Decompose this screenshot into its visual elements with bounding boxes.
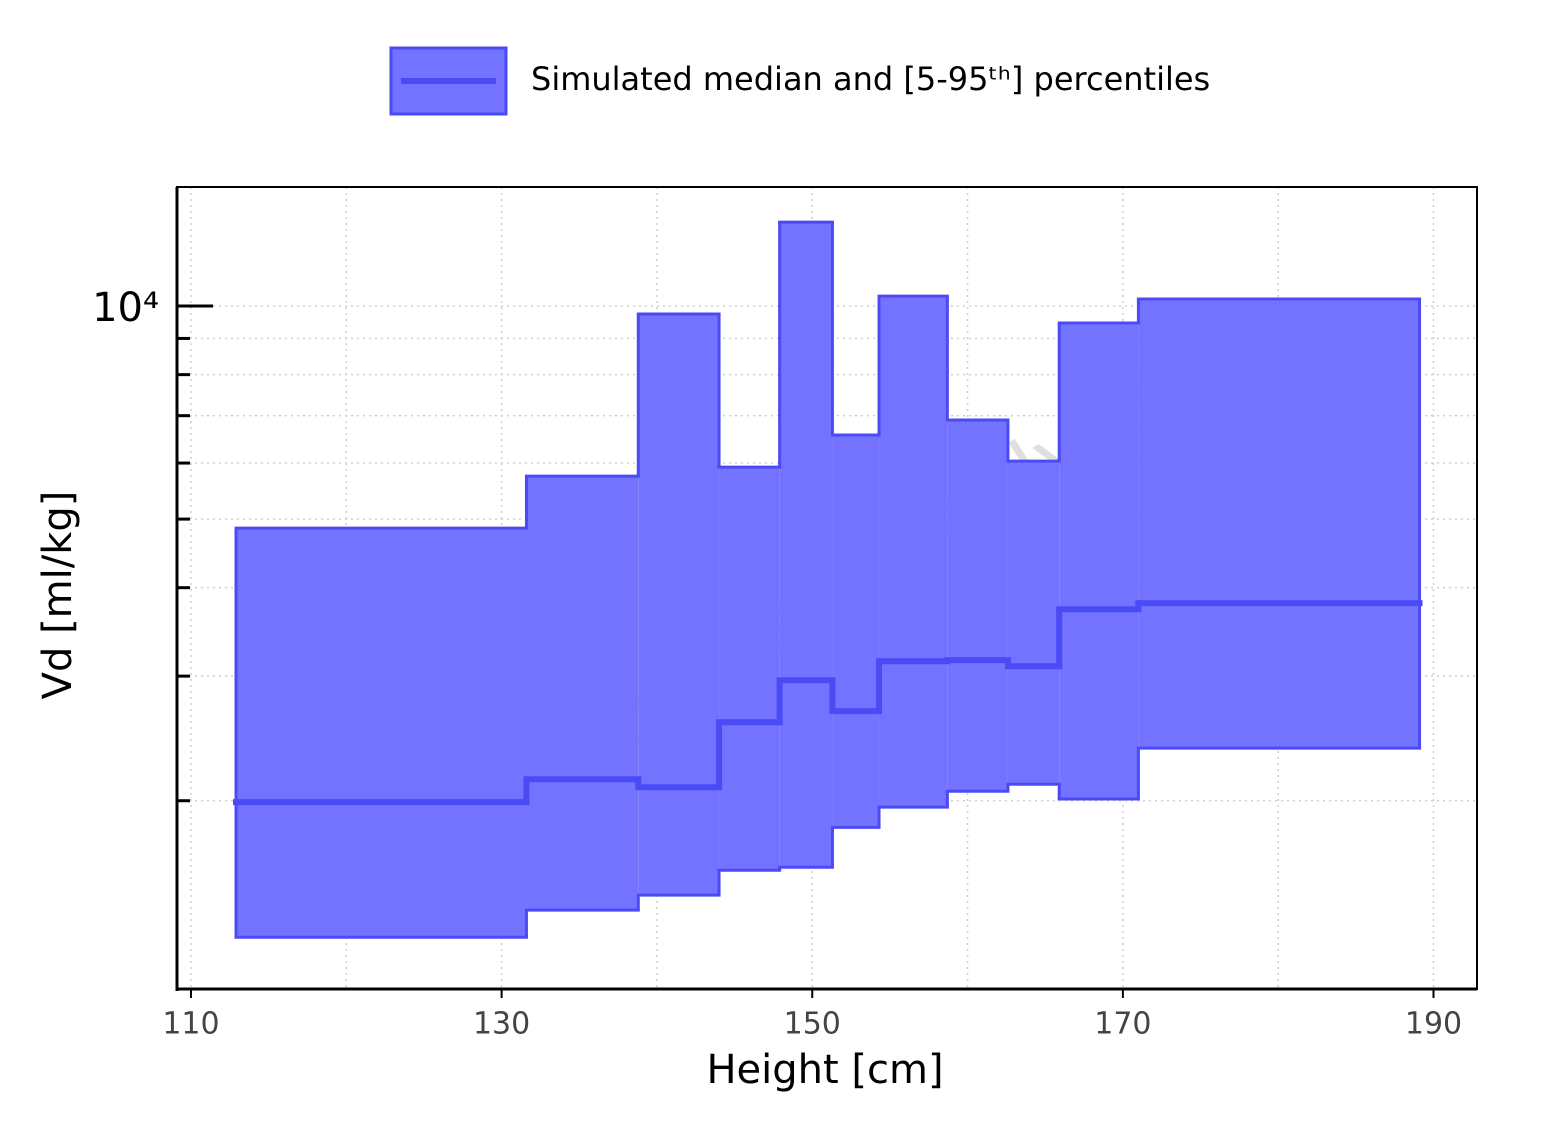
legend-label: Simulated median and [5-95ᵗʰ] percentile… bbox=[531, 60, 1210, 98]
x-tick-label: 130 bbox=[473, 1007, 530, 1042]
band-bin bbox=[1059, 323, 1139, 800]
band-bin bbox=[1007, 461, 1060, 785]
band-bin bbox=[638, 314, 720, 896]
band-bin bbox=[1138, 299, 1420, 749]
x-tick-label: 190 bbox=[1405, 1007, 1462, 1042]
y-tick-label: 10⁴ bbox=[92, 285, 159, 331]
y-axis-label: Vd [ml/kg] bbox=[35, 491, 81, 700]
x-tick-label: 110 bbox=[162, 1007, 219, 1042]
x-tick-label: 170 bbox=[1094, 1007, 1151, 1042]
band-bin bbox=[236, 528, 527, 938]
x-axis-label: Height [cm] bbox=[706, 1047, 943, 1093]
band-bin bbox=[947, 420, 1008, 792]
band-bin bbox=[526, 476, 639, 911]
band-bin bbox=[879, 296, 948, 808]
band-bin bbox=[779, 222, 833, 868]
x-tick-label: 150 bbox=[784, 1007, 841, 1042]
band-bin bbox=[719, 467, 780, 871]
band-bin bbox=[832, 435, 880, 828]
